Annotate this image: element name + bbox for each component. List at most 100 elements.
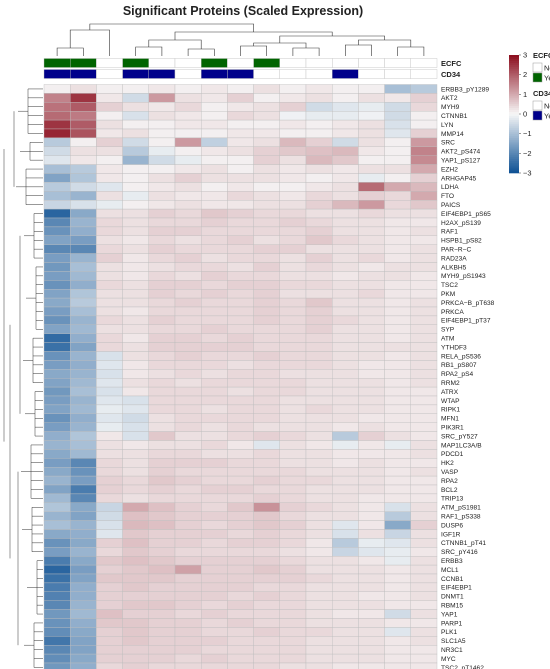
heatmap-cell <box>358 484 385 495</box>
heatmap-cell <box>122 191 149 201</box>
color-scale-tick-label: 0 <box>523 110 527 119</box>
heatmap-cell <box>122 378 149 388</box>
heatmap-cell <box>122 467 149 477</box>
heatmap-cell <box>384 591 412 601</box>
heatmap-cell <box>148 378 176 388</box>
heatmap-cell <box>122 182 149 192</box>
heatmap-cell <box>148 618 176 628</box>
heatmap-cell <box>332 351 359 361</box>
heatmap-cell <box>96 182 123 192</box>
heatmap-cell <box>148 395 176 406</box>
heatmap-cell <box>253 511 281 521</box>
annotation-legend-label: Yes <box>544 74 550 83</box>
heatmap-cell <box>200 155 228 165</box>
heatmap-cell <box>332 191 359 201</box>
heatmap-cell <box>305 636 333 646</box>
heatmap-cell <box>148 199 176 210</box>
heatmap-cell <box>332 547 359 557</box>
heatmap-cell <box>148 369 176 379</box>
heatmap-cell <box>253 502 281 512</box>
heatmap-cell <box>174 493 202 503</box>
heatmap-cell <box>279 199 307 210</box>
heatmap-cell <box>69 360 97 370</box>
heatmap-cell <box>253 378 281 388</box>
heatmap-cell <box>384 119 412 130</box>
heatmap-cell <box>279 662 307 669</box>
row-labels: ERBB3_pY1289 AKT2 MYH9 CTNNB1 LYN MMP14 SRC AKT… <box>441 86 495 669</box>
heatmap-cell <box>332 475 359 486</box>
heatmap-cell <box>410 324 438 334</box>
row-label: PIK3R1 <box>441 424 464 431</box>
heatmap-cell <box>332 422 359 432</box>
heatmap-cell <box>410 342 438 352</box>
heatmap-cell <box>200 645 228 655</box>
color-scale-tick-label: −1 <box>523 129 532 138</box>
heatmap-cell <box>358 591 385 601</box>
heatmap-cell <box>305 653 333 664</box>
heatmap-cell <box>410 413 438 423</box>
heatmap-cell <box>69 618 97 628</box>
heatmap-cell <box>253 645 281 655</box>
heatmap-cell <box>253 217 281 228</box>
heatmap-cell <box>200 609 228 619</box>
heatmap-cell <box>148 289 176 299</box>
heatmap-cell <box>69 173 97 183</box>
heatmap-cell <box>43 378 71 388</box>
color-scale-tick-label: −3 <box>523 169 532 178</box>
heatmap-cell <box>305 199 333 210</box>
annotation-cell-cd34 <box>122 69 149 79</box>
heatmap-cell <box>148 297 176 308</box>
row-label: ARHGAP45 <box>441 175 477 182</box>
heatmap-cell <box>148 591 176 601</box>
heatmap-cell <box>358 315 385 325</box>
heatmap-cell <box>174 191 202 201</box>
heatmap-cell <box>148 609 176 619</box>
heatmap-cell <box>148 164 176 174</box>
annotation-cell-cd34 <box>410 69 438 79</box>
heatmap-cell <box>358 297 385 308</box>
heatmap-cell <box>305 93 333 103</box>
heatmap-cell <box>148 538 176 548</box>
heatmap-cell <box>43 547 71 557</box>
heatmap-cell <box>148 484 176 495</box>
heatmap-cell <box>43 449 71 459</box>
heatmap-cell <box>279 182 307 192</box>
heatmap-cell <box>148 475 176 486</box>
heatmap-cell <box>279 315 307 325</box>
annotation-track-label: ECFC <box>441 59 462 68</box>
heatmap-cell <box>43 146 71 156</box>
column-dendrogram <box>56 23 425 56</box>
heatmap-cell <box>358 342 385 352</box>
heatmap-cell <box>253 449 281 459</box>
annotation-cell-ecfc <box>410 58 438 68</box>
heatmap-cell <box>96 582 123 593</box>
heatmap-cell <box>305 280 333 290</box>
heatmap-cell <box>96 386 123 397</box>
heatmap-cell <box>200 128 228 139</box>
row-label: SYP <box>441 327 455 334</box>
heatmap-cell <box>174 547 202 557</box>
heatmap-cell <box>279 547 307 557</box>
heatmap-cell <box>200 208 228 219</box>
heatmap-cell <box>43 422 71 432</box>
color-scale-legend: 3 2 1 0 −1 −2 −3 <box>509 51 532 178</box>
heatmap-cell <box>332 253 359 263</box>
heatmap-cell <box>227 493 254 503</box>
heatmap-cell <box>410 502 438 512</box>
heatmap-cell <box>227 422 254 432</box>
heatmap-cell <box>122 636 149 646</box>
annotation-cell-cd34 <box>69 69 97 79</box>
heatmap-cell <box>305 404 333 414</box>
heatmap-cell <box>174 618 202 628</box>
heatmap-cell <box>122 173 149 183</box>
heatmap-cell <box>358 119 385 130</box>
heatmap-cell <box>384 360 412 370</box>
heatmap-cell <box>69 324 97 334</box>
heatmap-cell <box>122 582 149 593</box>
color-scale-segment <box>509 127 519 131</box>
heatmap-cell <box>174 333 202 343</box>
heatmap-cell <box>253 226 281 236</box>
heatmap-cell <box>410 582 438 593</box>
row-label: PKM <box>441 291 455 298</box>
heatmap-cell <box>122 609 149 619</box>
